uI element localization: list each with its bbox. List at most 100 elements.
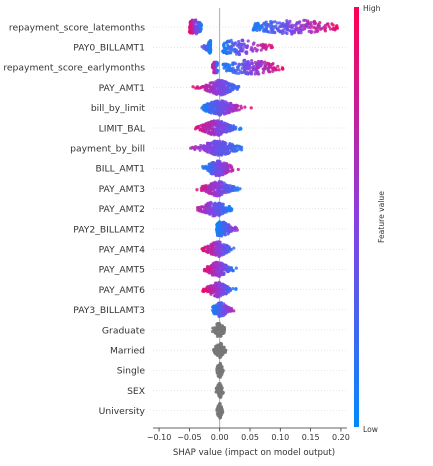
shap-dot <box>214 288 218 292</box>
shap-dot <box>274 24 278 28</box>
shap-dot <box>218 163 222 167</box>
shap-dot <box>335 26 340 30</box>
shap-dot <box>219 271 223 275</box>
shap-dot <box>232 309 236 313</box>
shap-dot <box>246 71 250 76</box>
shap-dot <box>229 309 233 313</box>
shap-dot <box>293 29 297 33</box>
shap-dot <box>222 208 226 212</box>
shap-dot <box>223 186 227 190</box>
shap-dot <box>198 148 202 152</box>
shap-dot <box>214 124 219 128</box>
shap-dot <box>235 87 239 91</box>
shap-dot <box>225 109 229 113</box>
shap-dot <box>211 266 215 270</box>
shap-dot <box>221 283 225 287</box>
shap-dot <box>212 65 216 69</box>
shap-dot <box>217 84 222 88</box>
shap-dot <box>209 248 213 252</box>
shap-dot <box>306 20 310 24</box>
shap-dot <box>210 141 214 145</box>
shap-dot <box>214 261 218 265</box>
shap-dot <box>288 28 292 33</box>
shap-dot <box>214 112 218 116</box>
dot-row-pay-amt6 <box>201 280 238 299</box>
shap-dot <box>188 26 192 31</box>
shap-dot <box>230 142 234 146</box>
feature-label-graduate: Graduate <box>102 325 145 336</box>
shap-dot <box>209 101 213 105</box>
shap-dot <box>226 144 230 149</box>
shap-dot <box>200 85 205 89</box>
shap-dot <box>214 81 218 86</box>
shap-dot <box>247 63 252 67</box>
shap-dot <box>230 187 234 191</box>
shap-dot <box>227 225 232 229</box>
shap-dot <box>266 23 270 27</box>
shap-dot <box>224 141 228 146</box>
shap-dot <box>216 78 221 83</box>
shap-dot <box>218 208 223 212</box>
shap-dot <box>221 49 225 53</box>
shap-dot <box>276 27 280 31</box>
shap-dot <box>333 28 337 32</box>
shap-dot <box>230 87 234 91</box>
shap-dot <box>206 128 210 132</box>
feature-label-pay2-billamt2: PAY2_BILLAMT2 <box>73 224 145 235</box>
shap-dot <box>292 24 297 28</box>
shap-dot <box>238 126 243 130</box>
x-axis-title: SHAP value (impact on model output) <box>173 448 335 458</box>
shap-dot <box>217 190 221 194</box>
shap-dot <box>231 168 235 172</box>
shap-dot <box>220 352 224 356</box>
shap-dot <box>202 108 206 112</box>
shap-dot <box>297 31 301 35</box>
shap-dot <box>204 166 208 171</box>
shap-dot <box>252 64 256 68</box>
shap-dot <box>201 146 206 150</box>
shap-dot <box>217 140 221 144</box>
shap-dot <box>198 23 202 27</box>
dot-row-single <box>215 361 225 379</box>
shap-dot <box>245 44 250 48</box>
shap-dot <box>204 46 208 50</box>
shap-dot <box>233 149 237 153</box>
feature-label-repayment-score-latemonths: repayment_score_latemonths <box>9 22 145 33</box>
shap-dot <box>218 131 222 135</box>
shap-dot <box>234 266 238 270</box>
dot-row-bill-by-limit <box>200 99 253 117</box>
shap-dot <box>238 69 242 73</box>
shap-dot <box>210 289 214 293</box>
shap-dot <box>249 106 253 110</box>
shap-dot <box>218 254 222 258</box>
shap-dot <box>234 41 238 45</box>
shap-dot <box>229 266 233 270</box>
colorbar-low-label: Low <box>363 425 378 434</box>
shap-dot <box>223 350 227 354</box>
shap-dot <box>214 128 218 133</box>
shap-dot <box>227 286 231 291</box>
dot-row-university <box>215 401 225 420</box>
shap-dot <box>220 168 224 172</box>
shap-dot <box>217 265 221 269</box>
shap-dot <box>213 284 217 288</box>
colorbar-gradient <box>354 7 359 427</box>
shap-dot <box>226 249 230 254</box>
shap-dot <box>245 51 249 55</box>
shap-dot <box>315 29 319 34</box>
shap-dot <box>222 225 226 230</box>
shap-dot <box>215 143 219 148</box>
shap-dot <box>259 64 263 68</box>
shap-dot <box>273 30 277 35</box>
shap-dot <box>226 82 231 87</box>
shap-dot <box>270 30 274 35</box>
shap-dot <box>221 369 225 373</box>
shap-dot <box>188 22 193 26</box>
colorbar-high-label: High <box>363 4 381 13</box>
shap-dot <box>212 347 216 352</box>
shap-dot <box>273 20 277 24</box>
shap-dot <box>218 152 222 156</box>
feature-label-pay3-billamt3: PAY3_BILLAMT3 <box>73 305 145 316</box>
shap-dot <box>203 148 207 153</box>
shap-dot <box>207 289 211 293</box>
